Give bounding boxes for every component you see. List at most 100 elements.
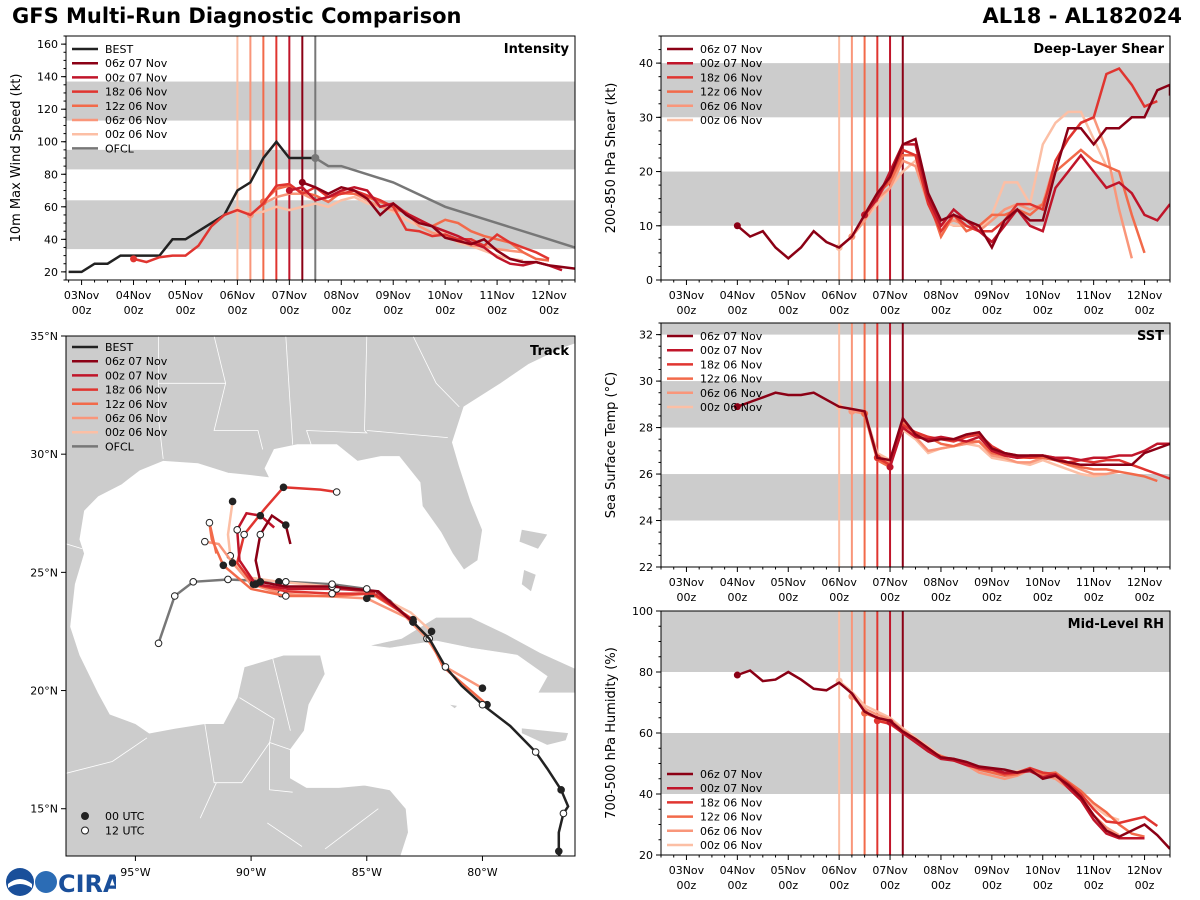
series-line xyxy=(133,182,550,264)
x-tick-day: 06Nov xyxy=(821,289,857,302)
cira-logo: CIRA xyxy=(6,868,116,898)
border-line xyxy=(158,336,164,459)
track-point xyxy=(205,518,214,527)
series-start-point xyxy=(886,463,894,471)
border-line xyxy=(199,782,217,819)
track-point xyxy=(256,530,265,539)
x-tick-day: 12Nov xyxy=(531,289,567,302)
track-point xyxy=(478,684,487,692)
x-tick-hour: 00z xyxy=(539,304,559,317)
x-tick-hour: 00z xyxy=(880,304,900,317)
best-line xyxy=(68,139,316,274)
best-track-point xyxy=(555,847,563,856)
run-track xyxy=(235,486,414,621)
x-tick-hour: 00z xyxy=(931,591,951,604)
map-area xyxy=(66,336,575,856)
y-axis-label: Sea Surface Temp (°C) xyxy=(604,372,619,519)
legend-label: 18z 06 Nov xyxy=(700,796,763,809)
y-tick-label: 30 xyxy=(639,375,653,388)
legend-label: 12z 06 Nov xyxy=(700,86,763,99)
border-line xyxy=(267,822,303,847)
y-tick-label: 80 xyxy=(639,666,653,679)
border-line xyxy=(412,336,460,408)
x-tick-hour: 00z xyxy=(829,304,849,317)
x-tick-hour: 00z xyxy=(1084,879,1104,892)
series-line xyxy=(736,669,1170,850)
band-1 xyxy=(66,149,575,170)
best-track-point xyxy=(409,618,417,626)
y-tick-label: 20 xyxy=(639,166,653,179)
x-tick-day: 05Nov xyxy=(771,576,807,589)
ofcl-track-point xyxy=(328,580,336,588)
series-line xyxy=(876,423,1170,480)
legend-label: 06z 06 Nov xyxy=(700,100,763,113)
y-tick-label: 0 xyxy=(646,274,653,287)
x-tick-day: 09Nov xyxy=(375,289,411,302)
legend-label: 06z 06 Nov xyxy=(105,412,168,425)
land-cuba xyxy=(369,617,575,694)
x-tick-day: 08Nov xyxy=(324,289,360,302)
track-point xyxy=(256,578,265,586)
series-line xyxy=(289,185,563,272)
border-line xyxy=(285,336,294,445)
land-andros xyxy=(521,570,536,592)
chart-title: Deep-Layer Shear xyxy=(1033,42,1164,57)
y-tick-label: 28 xyxy=(639,422,653,435)
legend-label: 00z 06 Nov xyxy=(105,426,168,439)
series-line xyxy=(736,391,1170,467)
y-tick-label: 120 xyxy=(37,103,58,116)
x-tick-day: 11Nov xyxy=(1076,576,1112,589)
legend-label: BEST xyxy=(105,43,133,56)
series-start-point xyxy=(733,403,741,411)
legend-label: 18z 06 Nov xyxy=(700,358,763,371)
track-point xyxy=(332,488,341,496)
track-point xyxy=(233,526,242,534)
best-track-point xyxy=(478,700,487,709)
x-tick-day: 06Nov xyxy=(821,576,857,589)
x-tick-hour: 00z xyxy=(1135,304,1155,317)
map-frame xyxy=(65,335,576,857)
x-tick-hour: 00z xyxy=(383,304,403,317)
border-line xyxy=(324,808,379,850)
x-tick-day: 12Nov xyxy=(1127,864,1163,877)
series-line xyxy=(838,405,1107,478)
x-tick-hour: 00z xyxy=(677,879,697,892)
legend-label: 18z 06 Nov xyxy=(105,384,168,397)
plot-area xyxy=(661,36,1170,280)
legend-label: 00z 07 Nov xyxy=(700,57,763,70)
x-tick-day: 04Nov xyxy=(720,289,756,302)
plot-area xyxy=(66,36,575,280)
land-jamaica xyxy=(521,728,569,745)
plot-area xyxy=(661,611,1170,855)
plot-area xyxy=(661,323,1170,567)
x-tick-day: 07Nov xyxy=(872,864,908,877)
ofcl-track-point xyxy=(362,585,371,593)
y-tick-label: 22 xyxy=(639,561,653,574)
legend-label: OFCL xyxy=(105,440,135,453)
x-tick-hour: 00z xyxy=(1135,879,1155,892)
lat-tick-label: 30°N xyxy=(30,448,58,461)
x-tick-hour: 00z xyxy=(1084,304,1104,317)
y-tick-label: 100 xyxy=(632,605,653,618)
legend-label: 06z 07 Nov xyxy=(700,768,763,781)
y-tick-label: 32 xyxy=(639,329,653,342)
series-start-point xyxy=(130,255,138,263)
x-tick-hour: 00z xyxy=(228,304,248,317)
x-tick-day: 03Nov xyxy=(669,576,705,589)
x-tick-day: 09Nov xyxy=(974,864,1010,877)
lon-tick-label: 85°W xyxy=(352,866,382,879)
border-line xyxy=(239,697,275,743)
chart-sst: 22 24 26 28 30 32 03Nov 00z 04Nov 00z 05Nov 00z 06No… xyxy=(604,322,1171,604)
legend-label: OFCL xyxy=(105,142,135,155)
legend-label: 00z 07 Nov xyxy=(105,369,168,382)
y-tick-label: 60 xyxy=(639,727,653,740)
track-point xyxy=(281,592,290,600)
y-tick-label: 40 xyxy=(639,57,653,70)
y-tick-label: 26 xyxy=(639,468,653,481)
chart-rh: 20 40 60 80 100 03Nov 00z 04Nov 00z 05Nov 00z 06Nov… xyxy=(604,605,1171,892)
legend-label: 18z 06 Nov xyxy=(105,86,168,99)
land-cayman xyxy=(450,704,457,709)
ofcl-track-point xyxy=(154,639,163,648)
y-tick-label: 60 xyxy=(44,201,58,214)
